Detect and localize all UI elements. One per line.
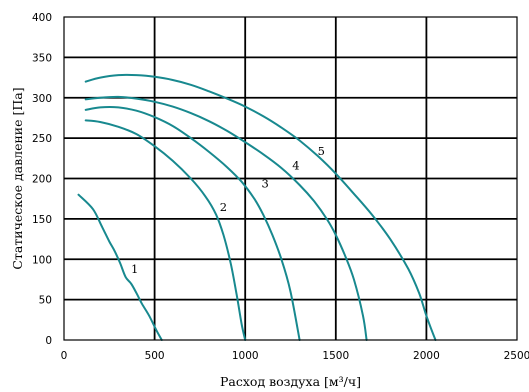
grid — [64, 17, 517, 340]
y-tick-label: 0 — [45, 335, 52, 347]
fan-curve-5 — [84, 73, 437, 341]
x-tick-label: 2500 — [504, 350, 529, 362]
curve-labels: 1 2 3 4 5 — [131, 144, 325, 276]
y-tick-label: 150 — [32, 214, 52, 226]
fan-curve-1 — [77, 193, 163, 341]
fan-curves — [77, 73, 437, 341]
x-tick-label: 0 — [61, 350, 68, 362]
y-axis-title: Статическое давление [Па] — [10, 87, 25, 269]
x-tick-label: 1000 — [232, 350, 259, 362]
curve-label-5: 5 — [318, 144, 325, 158]
curve-label-4: 4 — [292, 159, 299, 173]
x-tick-label: 1500 — [322, 350, 349, 362]
y-tick-label: 100 — [32, 254, 52, 266]
x-tick-labels: 0 500 1000 1500 2000 2500 — [61, 350, 529, 362]
curve-label-2: 2 — [220, 200, 227, 214]
x-axis-title: Расход воздуха [м³/ч] — [220, 374, 361, 389]
y-tick-label: 300 — [32, 93, 52, 105]
x-tick-label: 500 — [145, 350, 165, 362]
y-tick-label: 400 — [32, 12, 52, 24]
y-tick-label: 250 — [32, 133, 52, 145]
fan-curve-2 — [84, 119, 247, 341]
plot-frame — [63, 16, 518, 341]
fan-curve-3 — [84, 106, 301, 341]
curve-label-3: 3 — [261, 176, 268, 190]
x-tick-label: 2000 — [413, 350, 440, 362]
curve-label-1: 1 — [131, 262, 138, 276]
y-tick-labels: 0 50 100 150 200 250 300 350 400 — [32, 12, 52, 347]
y-tick-label: 50 — [39, 295, 52, 307]
y-tick-label: 200 — [32, 174, 52, 186]
y-tick-label: 350 — [32, 52, 52, 64]
fan-curve-4 — [84, 95, 368, 341]
